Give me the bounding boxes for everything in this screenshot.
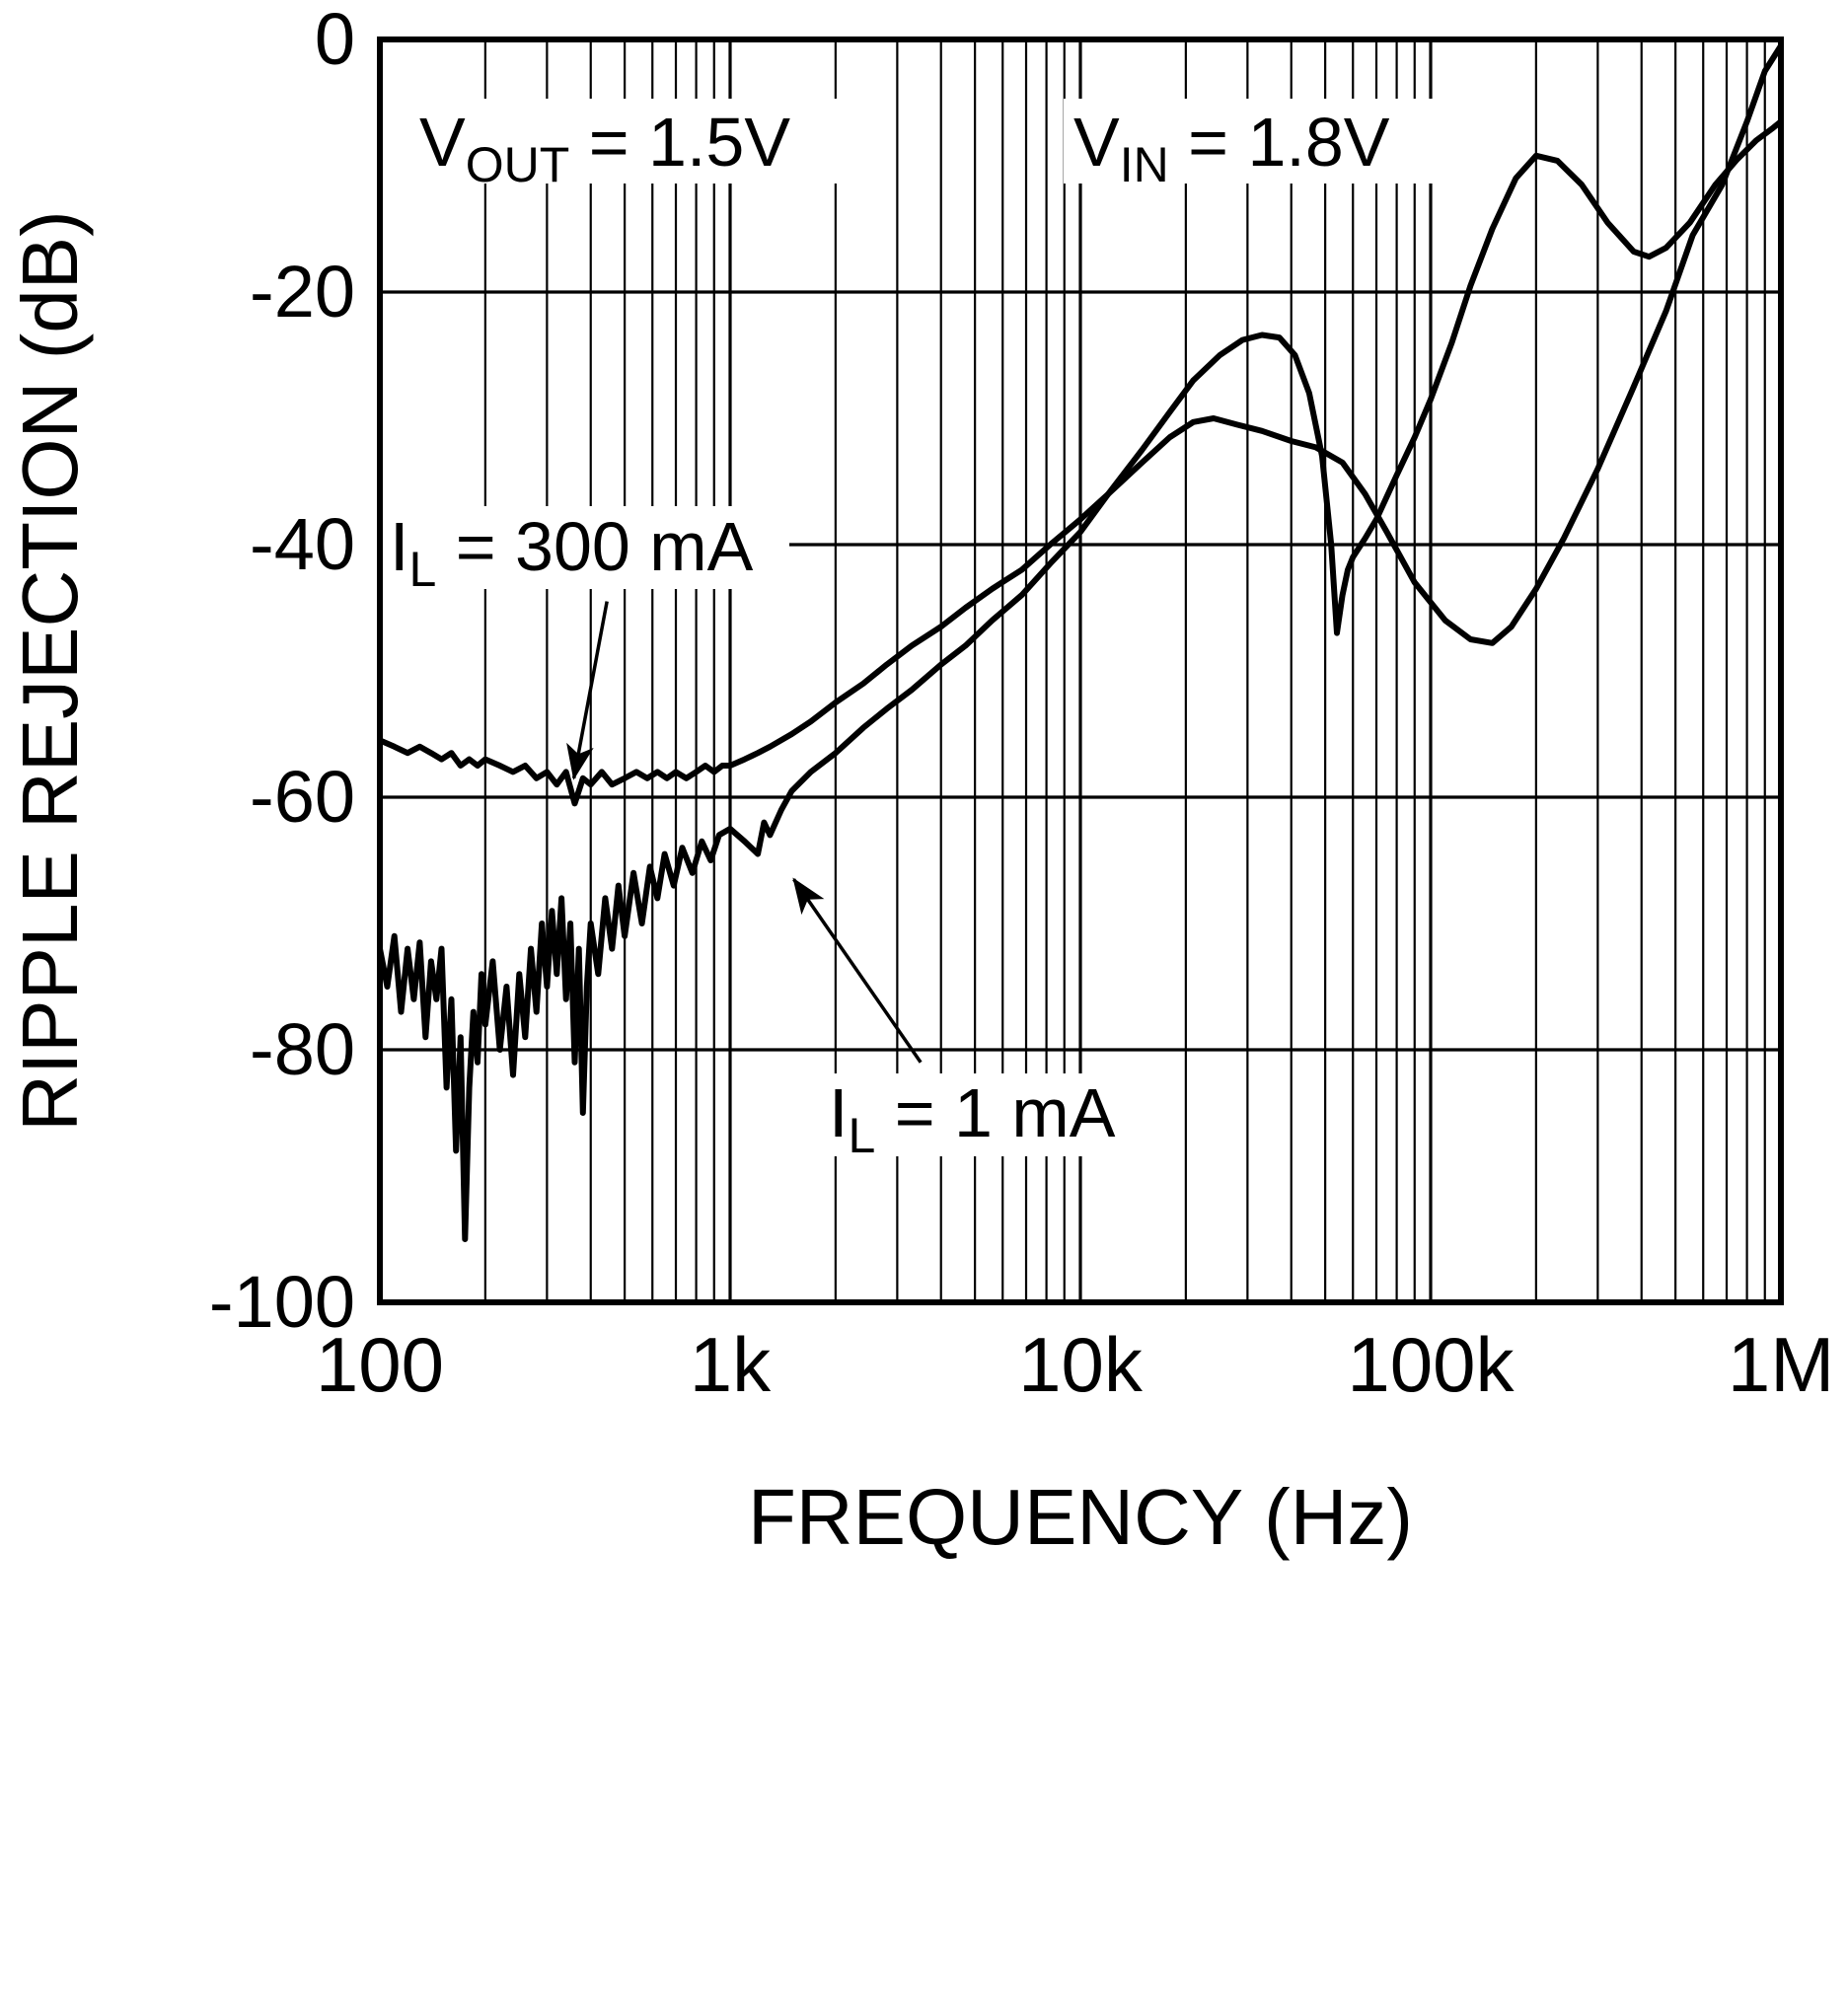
- y-tick-label: 0: [315, 0, 355, 80]
- annotation-arrows: [566, 601, 923, 1064]
- y-axis-title: RIPPLE REJECTION (dB): [6, 210, 94, 1132]
- annotation-vout-mask: [412, 99, 851, 184]
- annotations: VOUT = 1.5V VIN = 1.8V IL = 300 mA IL = …: [383, 99, 1463, 1163]
- series-curve-il-1ma: [377, 118, 1784, 1242]
- x-tick-label: 100k: [1347, 1321, 1515, 1408]
- series-curve-il-300ma: [377, 42, 1784, 807]
- arrow-il-300ma: [566, 601, 609, 780]
- annotation-vout: VOUT = 1.5V: [419, 104, 790, 192]
- x-tick-label: 100: [316, 1321, 444, 1408]
- y-tick-label: -80: [250, 1008, 355, 1090]
- x-tick-label: 10k: [1018, 1321, 1144, 1408]
- curves: [377, 42, 1784, 1242]
- y-tick-label: -20: [250, 251, 355, 332]
- y-tick-label: -40: [250, 503, 355, 585]
- annotation-il-300ma: IL = 300 mA: [390, 508, 754, 597]
- annotation-il300-mask: [383, 506, 789, 589]
- y-tick-label: -60: [250, 756, 355, 838]
- y-tick-label: -100: [209, 1261, 355, 1343]
- plot-frame: [377, 37, 1784, 1305]
- annotation-vin: VIN = 1.8V: [1073, 104, 1390, 192]
- x-tick-label: 1M: [1728, 1321, 1834, 1408]
- x-axis-title: FREQUENCY (Hz): [748, 1473, 1413, 1561]
- annotation-il-1ma: IL = 1 mA: [829, 1074, 1116, 1163]
- arrow-il-1ma: [792, 877, 923, 1064]
- x-tick-label: 1k: [690, 1321, 772, 1408]
- annotation-vin-mask: [1064, 99, 1463, 184]
- annotation-il1-mask: [822, 1073, 1162, 1156]
